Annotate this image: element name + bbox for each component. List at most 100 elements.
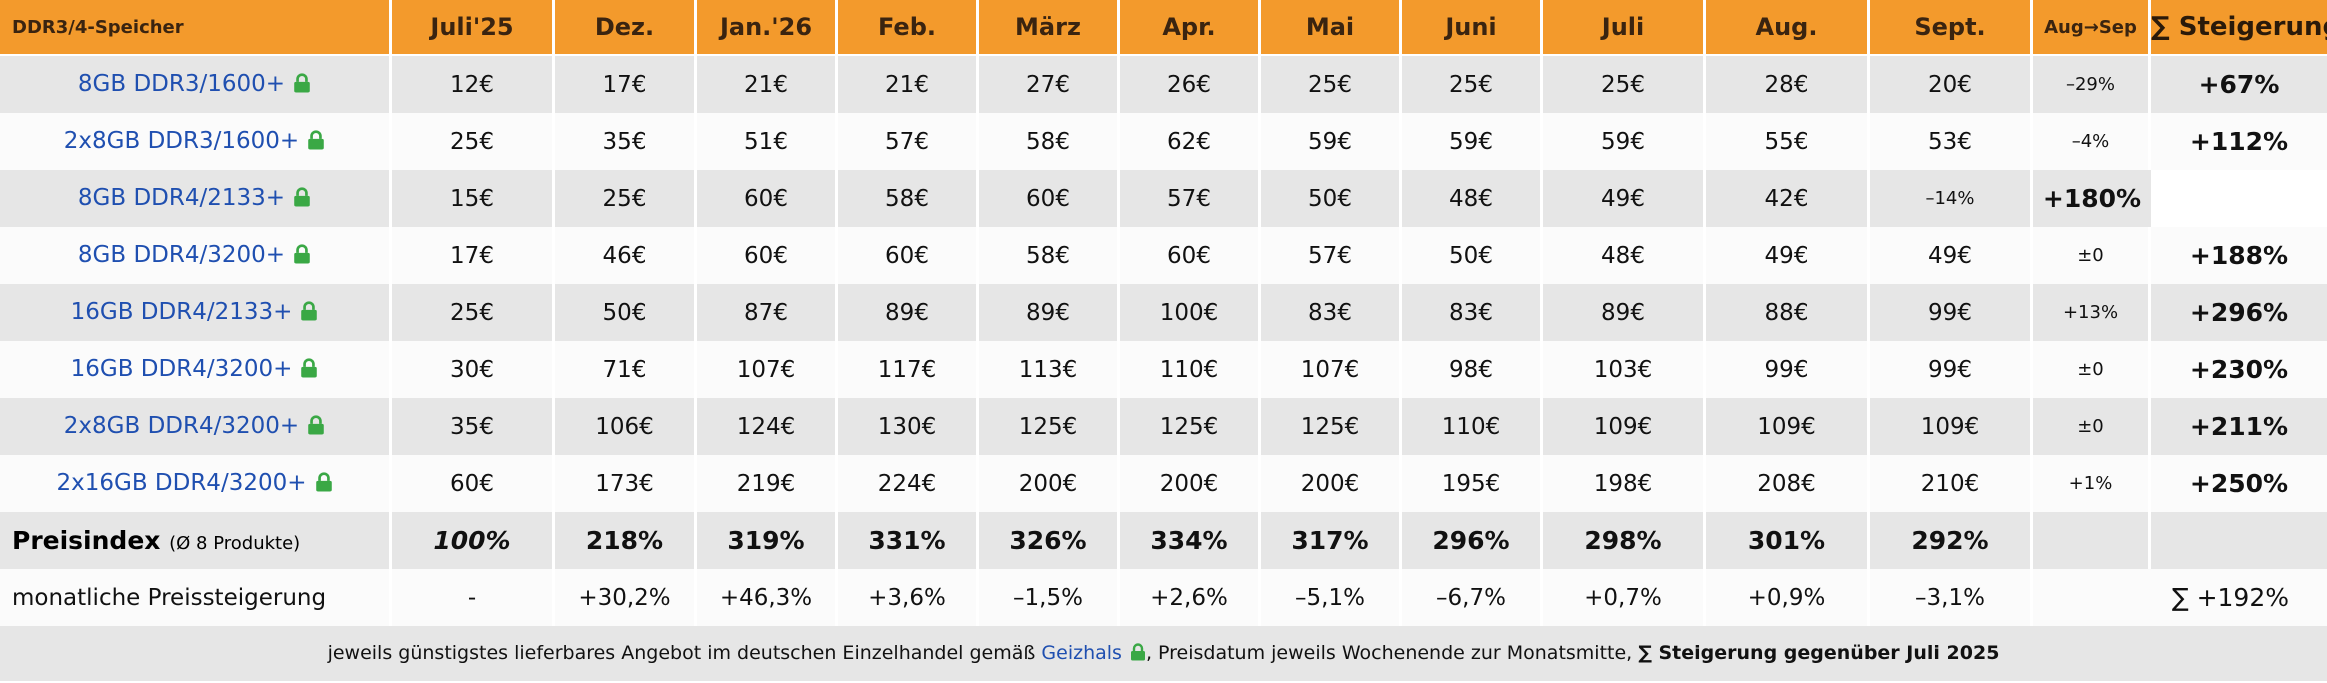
change-cell: –29% — [2033, 56, 2151, 113]
monthly-change-cell: +30,2% — [555, 569, 697, 626]
price-cell: 27€ — [979, 56, 1120, 113]
table-row: 2x8GB DDR4/3200+ 35€ 106€ 124€ 130€ 125€ 125€ 1… — [0, 398, 2327, 455]
total-increase-cell: +188% — [2151, 227, 2327, 284]
product-cell[interactable]: 2x8GB DDR4/3200+ — [0, 398, 392, 455]
monthly-change-cell: –1,5% — [979, 569, 1120, 626]
price-cell: 50€ — [1261, 170, 1402, 227]
lock-icon — [293, 243, 311, 270]
monthly-change-cell: –5,1% — [1261, 569, 1402, 626]
price-cell: 60€ — [838, 227, 979, 284]
price-cell: 17€ — [555, 56, 697, 113]
lock-icon — [307, 414, 325, 441]
monthly-change-cell: +0,7% — [1543, 569, 1706, 626]
table-row: 2x8GB DDR3/1600+ 25€ 35€ 51€ 57€ 58€ 62€ 59€ 59€… — [0, 113, 2327, 170]
price-cell: 59€ — [1402, 113, 1543, 170]
change-cell: ±0 — [2033, 227, 2151, 284]
price-cell: 58€ — [838, 170, 979, 227]
index-cell: 100% — [392, 512, 555, 569]
index-cell: 296% — [1402, 512, 1543, 569]
product-cell[interactable]: 2x16GB DDR4/3200+ — [0, 455, 392, 512]
price-cell: 21€ — [697, 56, 838, 113]
price-cell: 100€ — [1120, 284, 1261, 341]
price-cell: 224€ — [838, 455, 979, 512]
total-increase-cell: +230% — [2151, 341, 2327, 398]
table-row: 16GB DDR4/3200+ 30€ 71€ 107€ 117€ 113€ 110€ 107… — [0, 341, 2327, 398]
price-cell: 57€ — [1261, 227, 1402, 284]
table-row: 2x16GB DDR4/3200+ 60€ 173€ 219€ 224€ 200€ 200€… — [0, 455, 2327, 512]
change-cell: ±0 — [2033, 341, 2151, 398]
product-link[interactable]: 16GB DDR4/3200+ — [70, 355, 293, 382]
price-cell: 59€ — [1543, 113, 1706, 170]
price-cell: 12€ — [392, 56, 555, 113]
price-cell: 107€ — [1261, 341, 1402, 398]
product-link[interactable]: 16GB DDR4/2133+ — [70, 298, 293, 325]
product-link[interactable]: 8GB DDR4/2133+ — [77, 184, 286, 211]
price-cell: 49€ — [1706, 227, 1870, 284]
monthly-change-cell: +2,6% — [1120, 569, 1261, 626]
price-cell: 35€ — [555, 113, 697, 170]
index-cell: 334% — [1120, 512, 1261, 569]
month-header: Dez. — [555, 0, 697, 56]
lock-icon — [293, 186, 311, 213]
product-link[interactable]: 8GB DDR4/3200+ — [77, 241, 286, 268]
lock-icon — [293, 72, 311, 99]
month-header: Mai — [1261, 0, 1402, 56]
product-cell[interactable]: 2x8GB DDR3/1600+ — [0, 113, 392, 170]
price-cell: 110€ — [1402, 398, 1543, 455]
price-cell: 109€ — [1706, 398, 1870, 455]
footnote-text: jeweils günstigstes lieferbares Angebot … — [327, 642, 1042, 664]
price-index-row: Preisindex (Ø 8 Produkte) 100% 218% 319% 331… — [0, 512, 2327, 569]
change-column-header: Aug→Sep — [2033, 0, 2151, 56]
total-increase-cell: +250% — [2151, 455, 2327, 512]
price-cell: 124€ — [697, 398, 838, 455]
monthly-increase-row: monatliche Preissteigerung - +30,2% +46,3% +… — [0, 569, 2327, 626]
price-cell: 71€ — [555, 341, 697, 398]
product-link[interactable]: 8GB DDR3/1600+ — [77, 70, 286, 97]
monthly-change-cell: –6,7% — [1402, 569, 1543, 626]
product-cell[interactable]: 8GB DDR4/2133+ — [0, 170, 392, 227]
price-cell: 35€ — [392, 398, 555, 455]
total-increase-cell: +180% — [2033, 170, 2151, 227]
price-cell: 62€ — [1120, 113, 1261, 170]
lock-icon — [1130, 628, 1146, 683]
price-cell: 25€ — [555, 170, 697, 227]
monthly-change-cell: +46,3% — [697, 569, 838, 626]
table-row: 8GB DDR4/2133+ 15€ 25€ 60€ 58€ 60€ 57€ 50€ 48€ 49… — [0, 170, 2327, 227]
monthly-change-cell: +3,6% — [838, 569, 979, 626]
change-cell: –4% — [2033, 113, 2151, 170]
product-link[interactable]: 2x8GB DDR3/1600+ — [63, 127, 300, 154]
product-cell[interactable]: 8GB DDR4/3200+ — [0, 227, 392, 284]
price-cell: 107€ — [697, 341, 838, 398]
price-cell: 25€ — [1402, 56, 1543, 113]
price-cell: 57€ — [838, 113, 979, 170]
price-cell: 103€ — [1543, 341, 1706, 398]
price-cell: 28€ — [1706, 56, 1870, 113]
monthly-change-cell: –3,1% — [1870, 569, 2033, 626]
index-cell: 292% — [1870, 512, 2033, 569]
price-cell: 98€ — [1402, 341, 1543, 398]
price-cell: 15€ — [392, 170, 555, 227]
product-cell[interactable]: 8GB DDR3/1600+ — [0, 56, 392, 113]
price-cell: 55€ — [1706, 113, 1870, 170]
geizhals-link[interactable]: Geizhals — [1041, 642, 1122, 664]
price-cell: 200€ — [1261, 455, 1402, 512]
change-cell: +13% — [2033, 284, 2151, 341]
price-cell: 42€ — [1706, 170, 1870, 227]
price-cell: 109€ — [1870, 398, 2033, 455]
price-cell: 210€ — [1870, 455, 2033, 512]
product-cell[interactable]: 16GB DDR4/3200+ — [0, 341, 392, 398]
price-cell: 49€ — [1543, 170, 1706, 227]
month-header: Juni — [1402, 0, 1543, 56]
price-cell: 110€ — [1120, 341, 1261, 398]
total-column-header: ∑ Steigerung — [2151, 0, 2327, 56]
product-link[interactable]: 2x8GB DDR4/3200+ — [63, 412, 300, 439]
price-cell: 60€ — [1120, 227, 1261, 284]
month-header: Juli — [1543, 0, 1706, 56]
price-cell: 48€ — [1543, 227, 1706, 284]
price-cell: 125€ — [979, 398, 1120, 455]
product-link[interactable]: 2x16GB DDR4/3200+ — [56, 469, 307, 496]
month-header: Juli'25 — [392, 0, 555, 56]
month-header: März — [979, 0, 1120, 56]
product-cell[interactable]: 16GB DDR4/2133+ — [0, 284, 392, 341]
